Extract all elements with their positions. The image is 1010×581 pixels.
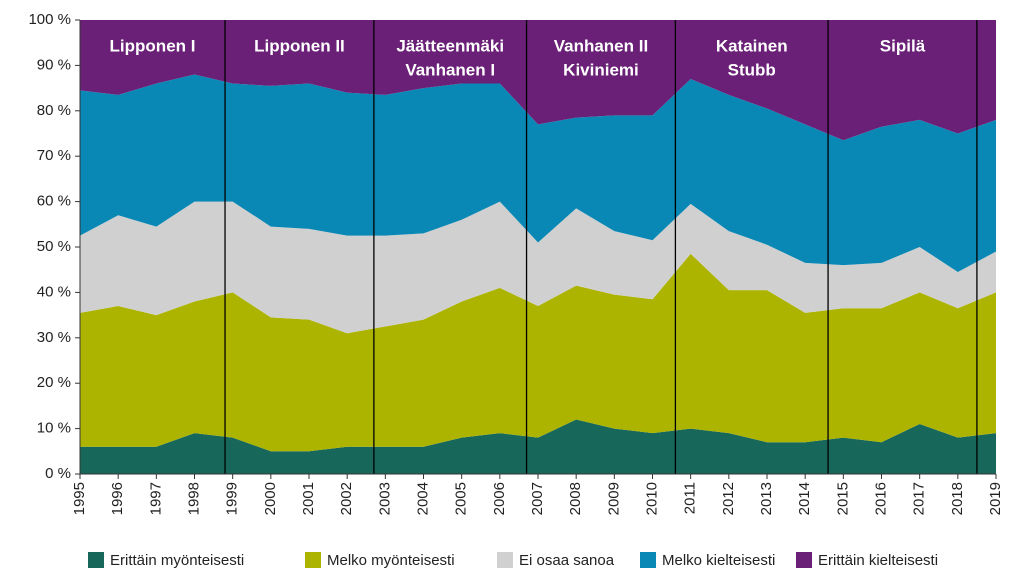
annotation: Lipponen II xyxy=(254,36,345,55)
annotation: Vanhanen II xyxy=(554,36,648,55)
y-tick-label: 90 % xyxy=(37,56,71,73)
legend-label: Erittäin kielteisesti xyxy=(818,552,938,569)
y-tick-label: 20 % xyxy=(37,374,71,391)
legend-label: Melko kielteisesti xyxy=(662,552,775,569)
x-tick-label: 1999 xyxy=(224,482,241,515)
legend-label: Ei osaa sanoa xyxy=(519,552,615,569)
x-tick-label: 2018 xyxy=(949,482,966,515)
y-tick-label: 0 % xyxy=(45,465,71,482)
y-tick-label: 70 % xyxy=(37,147,71,164)
area xyxy=(80,74,996,272)
y-tick-label: 40 % xyxy=(37,283,71,300)
annotation: Jäätteenmäki xyxy=(396,36,504,55)
annotation: Vanhanen I xyxy=(405,60,495,79)
x-tick-label: 2010 xyxy=(643,482,660,515)
x-tick-label: 2014 xyxy=(796,482,813,515)
x-tick-label: 2004 xyxy=(414,482,431,515)
y-tick-label: 60 % xyxy=(37,193,71,210)
x-tick-label: 1995 xyxy=(71,482,88,515)
x-tick-label: 1996 xyxy=(109,482,126,515)
y-tick-label: 80 % xyxy=(37,102,71,119)
legend-swatch xyxy=(796,552,812,568)
x-tick-label: 2013 xyxy=(758,482,775,515)
x-tick-label: 1998 xyxy=(185,482,202,515)
legend-label: Melko myönteisesti xyxy=(327,552,455,569)
x-tick-label: 2016 xyxy=(872,482,889,515)
x-tick-label: 2001 xyxy=(300,482,317,515)
x-tick-label: 2012 xyxy=(720,482,737,515)
x-tick-label: 2019 xyxy=(987,482,1004,515)
x-tick-label: 2011 xyxy=(682,482,699,514)
x-tick-label: 1997 xyxy=(147,482,164,515)
x-tick-label: 2008 xyxy=(567,482,584,515)
y-tick-label: 30 % xyxy=(37,329,71,346)
x-tick-label: 2005 xyxy=(453,482,470,515)
area xyxy=(80,201,996,334)
annotation: Stubb xyxy=(728,60,776,79)
annotation: Katainen xyxy=(716,36,788,55)
legend-label: Erittäin myönteisesti xyxy=(110,552,244,569)
x-tick-label: 2000 xyxy=(262,482,279,515)
y-tick-label: 100 % xyxy=(28,11,71,28)
x-tick-label: 2017 xyxy=(911,482,928,515)
x-tick-label: 2009 xyxy=(605,482,622,515)
area xyxy=(80,253,996,452)
annotation: Sipilä xyxy=(880,36,926,55)
legend-swatch xyxy=(497,552,513,568)
x-tick-label: 2007 xyxy=(529,482,546,515)
x-tick-label: 2002 xyxy=(338,482,355,515)
x-tick-label: 2003 xyxy=(376,482,393,515)
annotation: Lipponen I xyxy=(110,36,196,55)
x-tick-label: 2015 xyxy=(834,482,851,515)
legend-swatch xyxy=(640,552,656,568)
area xyxy=(80,419,996,474)
x-tick-label: 2006 xyxy=(491,482,508,515)
annotation: Kiviniemi xyxy=(563,60,639,79)
legend-swatch xyxy=(305,552,321,568)
y-tick-label: 10 % xyxy=(37,420,71,437)
legend-swatch xyxy=(88,552,104,568)
y-tick-label: 50 % xyxy=(37,238,71,255)
area xyxy=(80,20,996,141)
